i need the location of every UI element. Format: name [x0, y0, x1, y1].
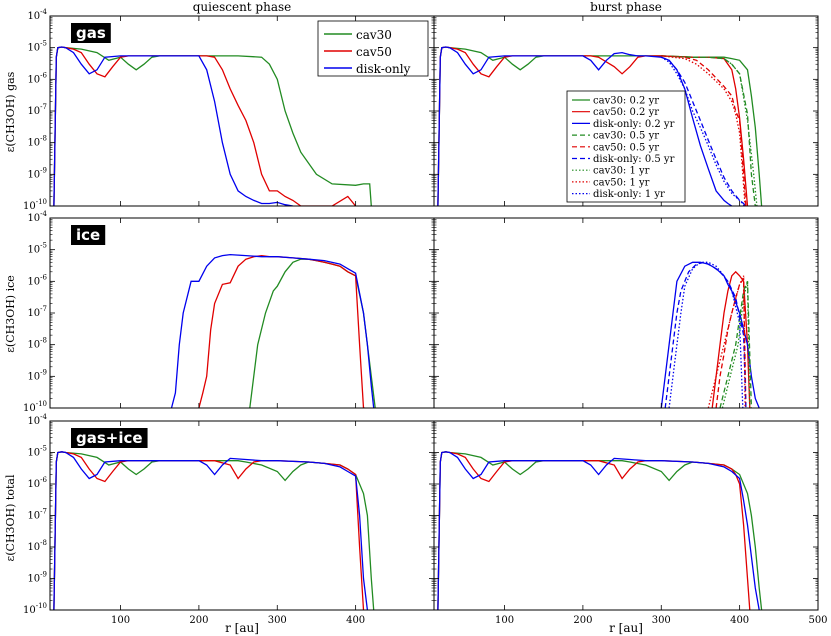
y-tick-label: 10-5	[27, 40, 47, 54]
y-tick-label: 10-5	[27, 445, 47, 459]
y-tick-label: 10-10	[23, 198, 47, 212]
series-line-cav50	[53, 46, 357, 206]
series-line-cav50	[53, 451, 365, 610]
panel-ice-quiescent: 10-10 10-9 10-8 10-7 10-6 10-5 10-4 ice	[23, 210, 435, 414]
y-tick-label: 10-4	[27, 210, 47, 224]
panel-total-quiescent: 10-10 10-9 10-8 10-7 10-6 10-5 10-4 100 200 300 40…	[23, 413, 435, 626]
x-tick-label: 500	[808, 615, 827, 626]
series-line-cav50-1-yr	[661, 55, 746, 206]
svg-text:ice: ice	[76, 226, 100, 244]
series-line-cav50-0-5-yr	[715, 276, 747, 408]
series-line-disk-only-0-5-yr	[664, 261, 747, 408]
series-line-disk-only-0-5-yr	[661, 56, 747, 206]
y-tick-label: 10-9	[27, 368, 47, 382]
y-tick-label: 10-6	[27, 476, 47, 490]
ylabel-gas: ε(CH3OH) gas	[4, 71, 17, 152]
series-line-cav50-0-2-yr	[711, 270, 751, 408]
svg-text:gas+ice: gas+ice	[76, 429, 143, 447]
series-line-disk-only-1-yr	[668, 261, 744, 408]
legend-entry: disk-only: 0.5 yr	[593, 154, 675, 165]
x-tick-label: 300	[268, 615, 287, 626]
y-tick-label: 10-8	[27, 135, 47, 149]
panel-gas-quiescent: 10-10 10-9 10-8 10-7 10-6 10-5 10-4 gas	[23, 8, 435, 212]
plot-frame	[433, 217, 819, 409]
row-tag-ice: ice	[71, 225, 106, 245]
series-line-cav50-0-2-yr	[437, 451, 751, 610]
y-tick-label: 10-9	[27, 571, 47, 585]
ylabel-ice: ε(CH3OH) ice	[4, 275, 17, 353]
legend-entry: cav30: 0.5 yr	[593, 131, 659, 142]
legend-entry: cav50: 0.5 yr	[593, 142, 659, 153]
series-line-disk-only	[170, 253, 375, 408]
series-line-disk-only	[53, 46, 294, 206]
series-line-cav30-1-yr	[661, 55, 758, 206]
series-line-cav50-0-5-yr	[661, 55, 747, 206]
plot-frame	[433, 420, 819, 611]
panel-gas-burst	[433, 15, 819, 207]
plot-frame	[49, 420, 435, 611]
x-tick-label: 100	[111, 615, 130, 626]
y-tick-label: 10-9	[27, 166, 47, 180]
panel-total-burst: 100 200 300 400 500	[433, 420, 828, 626]
series-line-cav50-0-2-yr	[437, 46, 749, 206]
legend-main: cav30 cav50 disk-only	[317, 20, 429, 77]
y-tick-label: 10-8	[27, 337, 47, 351]
y-tick-label: 10-5	[27, 242, 47, 256]
series-line-disk-only-0-2-yr	[437, 451, 760, 610]
series-line-disk-only	[53, 451, 369, 610]
row-tag-gas-ice: gas+ice	[71, 428, 148, 448]
series-line-disk-only-0-2-yr	[660, 261, 760, 408]
x-axis-label-left: r [au]	[225, 621, 259, 635]
x-tick-label: 300	[652, 615, 671, 626]
y-tick-label: 10-6	[27, 71, 47, 85]
legend-entry: cav30: 1 yr	[593, 166, 650, 177]
series-line-cav50-1-yr	[707, 275, 746, 408]
y-tick-label: 10-7	[27, 103, 47, 117]
legend-entry: cav30	[356, 28, 392, 42]
x-tick-label: 400	[346, 615, 365, 626]
y-tick-label: 10-8	[27, 539, 47, 553]
legend-entry: cav50	[356, 45, 392, 59]
x-axis-label-right: r [au]	[609, 621, 643, 635]
series-line-cav30-1-yr	[721, 281, 751, 408]
x-tick-label: 200	[189, 615, 208, 626]
series-line-cav30-0-2-yr	[437, 451, 763, 610]
legend-entry: disk-only: 0.2 yr	[593, 119, 675, 130]
series-line-disk-only-1-yr	[660, 56, 745, 206]
y-tick-label: 10-7	[27, 508, 47, 522]
panel-ice-burst	[433, 217, 819, 409]
x-tick-label: 400	[730, 615, 749, 626]
svg-text:gas: gas	[76, 24, 106, 42]
ylabel-total: ε(CH3OH) total	[4, 474, 17, 561]
row-tag-gas: gas	[71, 23, 111, 43]
column-title-burst: burst phase	[590, 0, 662, 14]
series-line-cav30-0-5-yr	[661, 55, 756, 206]
y-tick-label: 10-10	[23, 400, 47, 414]
legend-entry: cav30: 0.2 yr	[593, 96, 659, 107]
y-tick-label: 10-10	[23, 602, 47, 616]
y-tick-label: 10-6	[27, 273, 47, 287]
legend-entry: disk-only: 1 yr	[593, 189, 665, 200]
y-tick-label: 10-7	[27, 305, 47, 319]
legend-entry: disk-only	[356, 62, 411, 76]
x-tick-label: 100	[495, 615, 514, 626]
series-line-disk-only-0-2-yr	[437, 46, 733, 206]
y-tick-label: 10-4	[27, 8, 47, 22]
legend-entry: cav50: 0.2 yr	[593, 107, 659, 118]
plot-frame	[49, 217, 435, 409]
x-tick-label: 200	[573, 615, 592, 626]
column-title-quiescent: quiescent phase	[193, 0, 292, 14]
series-line-cav30	[53, 451, 375, 610]
legend-entry: cav50: 1 yr	[593, 177, 650, 188]
y-tick-label: 10-4	[27, 413, 47, 427]
